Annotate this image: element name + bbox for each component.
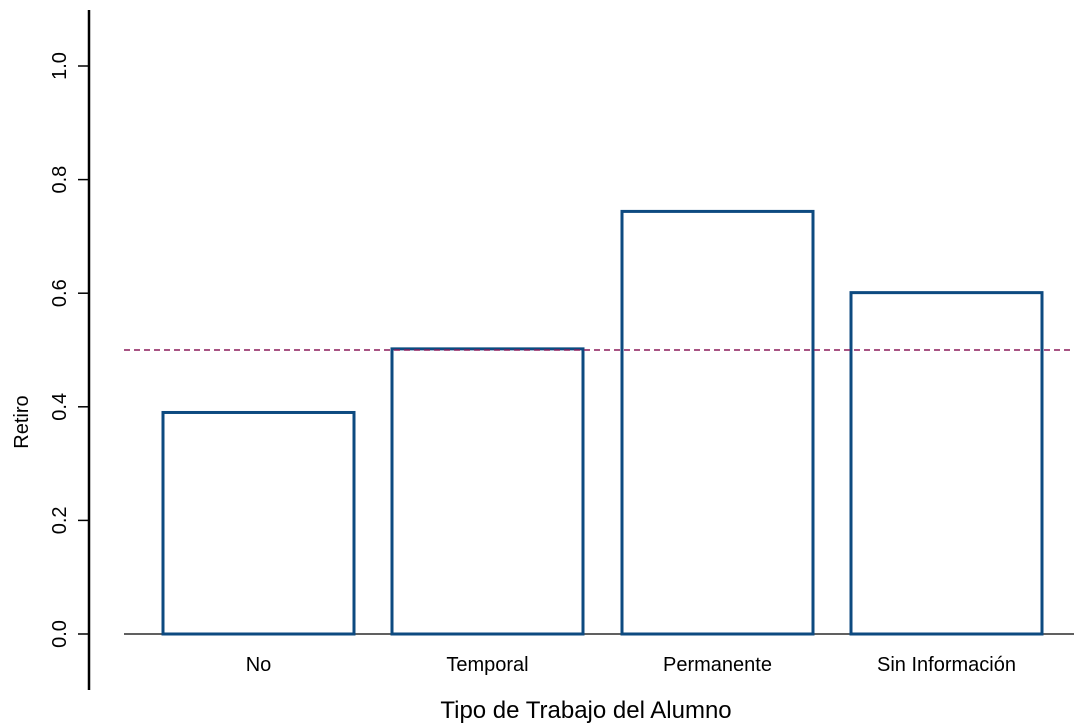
y-tick-label: 0.0 [49,620,71,648]
y-tick-label: 0.6 [49,279,71,307]
y-tick-label: 0.2 [49,506,71,534]
x-category-labels: No Temporal Permanente Sin Información [246,654,1016,676]
y-tick-label: 0.8 [49,166,71,194]
y-tick-label: 1.0 [49,52,71,80]
bar-temporal [390,347,585,636]
x-category-label: Sin Información [877,654,1016,676]
y-axis-title: Retiro [11,395,33,448]
x-category-label: Temporal [446,654,528,676]
x-axis-title: Tipo de Trabajo del Alumno [440,697,731,724]
y-tick-label: 0.4 [49,393,71,421]
bar-sin-información [849,291,1044,636]
bar-permanente [620,209,815,636]
x-category-label: Permanente [663,654,772,676]
bar-no [161,410,356,636]
bars [161,209,1044,636]
x-category-label: No [246,654,272,676]
y-ticks: 0.0 0.2 0.4 0.6 0.8 1.0 [49,52,89,648]
